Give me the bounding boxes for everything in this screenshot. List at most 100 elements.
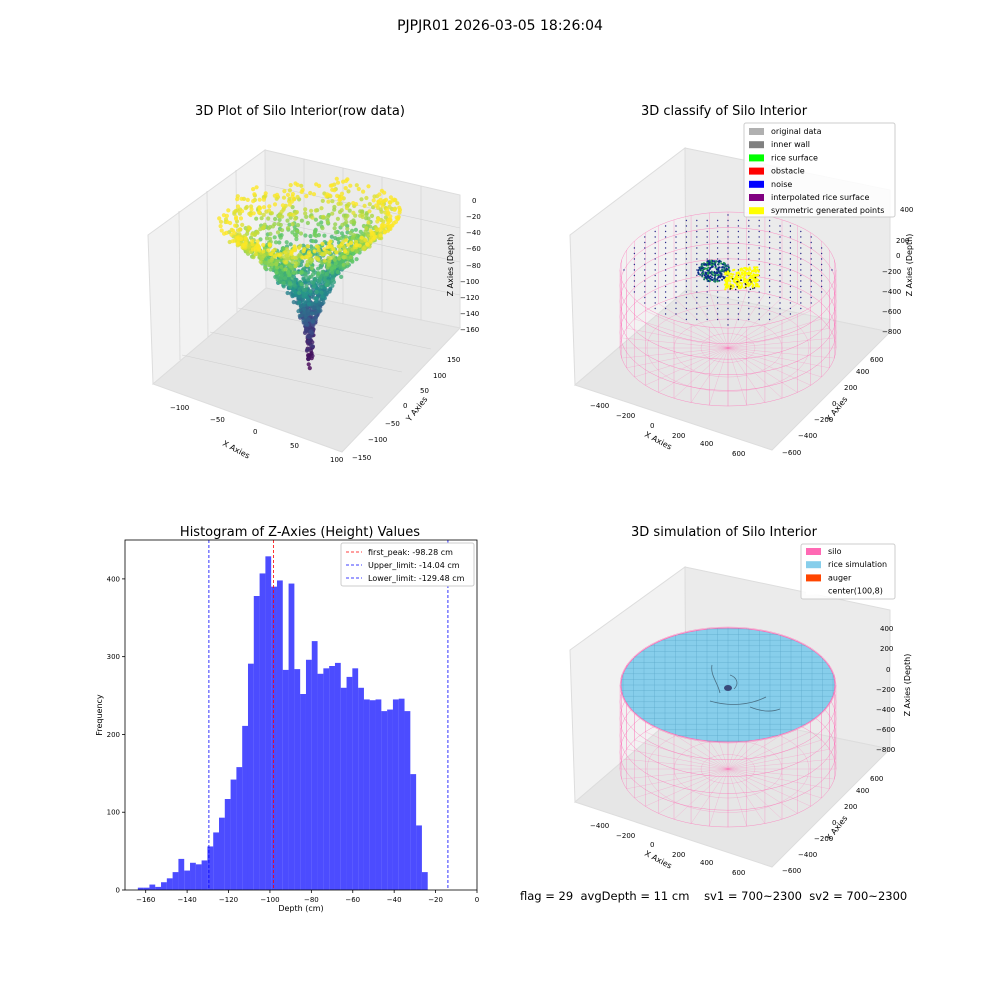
- histogram-xtick-label: −100: [260, 896, 279, 904]
- raw-point: [306, 362, 311, 367]
- raw-point: [345, 177, 350, 182]
- raw-point: [351, 201, 356, 206]
- interpolated-surface-point: [675, 241, 677, 244]
- raw-ztick: −140: [460, 310, 479, 318]
- raw-point: [339, 241, 344, 247]
- noise-point: [736, 286, 738, 288]
- interpolated-surface-point: [737, 302, 740, 304]
- raw-point: [333, 230, 339, 235]
- status-flag: flag = 29: [520, 889, 574, 903]
- symmetric-generated-point: [757, 278, 760, 282]
- raw-point: [256, 210, 262, 215]
- interpolated-surface-point: [696, 280, 698, 282]
- interpolated-surface-point: [633, 285, 636, 288]
- histogram-bar: [172, 872, 179, 890]
- rice-surface-point: [722, 275, 725, 278]
- raw-point: [299, 183, 304, 188]
- symmetric-generated-point: [729, 280, 732, 283]
- simulation-legend-label: center(100,8): [828, 587, 883, 596]
- raw-point: [266, 248, 271, 253]
- interpolated-surface-point: [685, 247, 688, 249]
- histogram-bar: [247, 663, 254, 890]
- raw-point: [322, 291, 327, 296]
- interpolated-surface-point: [654, 302, 656, 304]
- raw-point: [300, 255, 305, 260]
- raw-point: [257, 197, 262, 202]
- raw-point: [303, 292, 308, 297]
- raw-point: [366, 184, 371, 189]
- raw-point: [348, 230, 353, 236]
- symmetric-generated-point: [734, 276, 737, 279]
- raw-point: [308, 253, 313, 258]
- raw-point: [291, 270, 296, 275]
- interpolated-surface-point: [779, 236, 781, 238]
- interpolated-surface-point: [789, 269, 792, 271]
- interpolated-surface-point: [820, 269, 823, 271]
- raw-point: [320, 198, 325, 203]
- raw-point: [388, 195, 393, 200]
- classify-ztick: −800: [882, 328, 901, 336]
- raw-point: [308, 329, 313, 334]
- raw-point: [343, 186, 348, 191]
- interpolated-surface-point: [727, 252, 729, 255]
- interpolated-surface-point: [675, 269, 677, 271]
- interpolated-surface-point: [664, 280, 667, 282]
- raw-point: [376, 199, 381, 205]
- histogram-bar: [265, 556, 272, 890]
- histogram-bar: [143, 887, 150, 890]
- histogram-bar: [346, 676, 353, 890]
- symmetric-generated-point: [756, 266, 759, 269]
- raw-point: [285, 218, 290, 223]
- raw-point: [301, 266, 306, 271]
- interpolated-surface-point: [654, 230, 656, 233]
- raw-point: [261, 205, 267, 210]
- interpolated-surface-point: [685, 269, 688, 271]
- raw-point: [302, 310, 307, 315]
- interpolated-surface-point: [696, 241, 698, 244]
- interpolated-surface-point: [779, 258, 781, 260]
- raw-point: [274, 270, 279, 275]
- symmetric-generated-point: [728, 274, 731, 278]
- rice-surface-point: [710, 270, 713, 273]
- interpolated-surface-point: [654, 247, 656, 249]
- interpolated-surface-point: [644, 241, 646, 244]
- histogram-axes-frame: [124, 539, 478, 891]
- raw-point: [344, 220, 349, 225]
- symmetric-generated-point: [748, 276, 752, 279]
- interpolated-surface-point: [758, 241, 760, 244]
- raw-point: [255, 242, 260, 248]
- interpolated-surface-point: [768, 236, 771, 238]
- rice-surface-point: [717, 263, 720, 266]
- raw-point: [380, 203, 385, 208]
- interpolated-surface-point: [716, 219, 719, 222]
- raw-point: [239, 196, 244, 201]
- interpolated-surface-point: [654, 252, 656, 255]
- classify-ytick: 200: [844, 384, 857, 392]
- raw-point: [263, 191, 268, 196]
- raw-point: [290, 191, 295, 197]
- raw-point: [275, 277, 280, 282]
- raw-point: [316, 257, 321, 262]
- interpolated-surface-point: [727, 214, 729, 216]
- interpolated-surface-point: [644, 280, 646, 282]
- raw-point: [329, 266, 334, 271]
- interpolated-surface-point: [664, 285, 667, 288]
- interpolated-surface-point: [789, 285, 792, 288]
- raw-point: [363, 238, 368, 243]
- raw-point: [341, 262, 346, 267]
- classify-xtick: 600: [732, 450, 745, 458]
- interpolated-surface-point: [696, 263, 698, 266]
- raw-point: [392, 197, 397, 202]
- interpolated-surface-point: [758, 236, 760, 238]
- histogram-x-ticks: −160 −140 −120 −100 −80 −60 −40 −20 0: [136, 890, 479, 904]
- raw-point: [344, 238, 349, 243]
- raw-point: [224, 230, 229, 235]
- interpolated-surface-point: [664, 291, 667, 293]
- simulation-xtick: −200: [616, 832, 635, 840]
- interpolated-surface-point: [706, 285, 708, 288]
- raw-point: [307, 366, 312, 371]
- symmetric-generated-point: [751, 285, 754, 289]
- rice-surface-point: [716, 270, 719, 273]
- symmetric-generated-point: [754, 285, 757, 288]
- raw-point: [312, 249, 317, 254]
